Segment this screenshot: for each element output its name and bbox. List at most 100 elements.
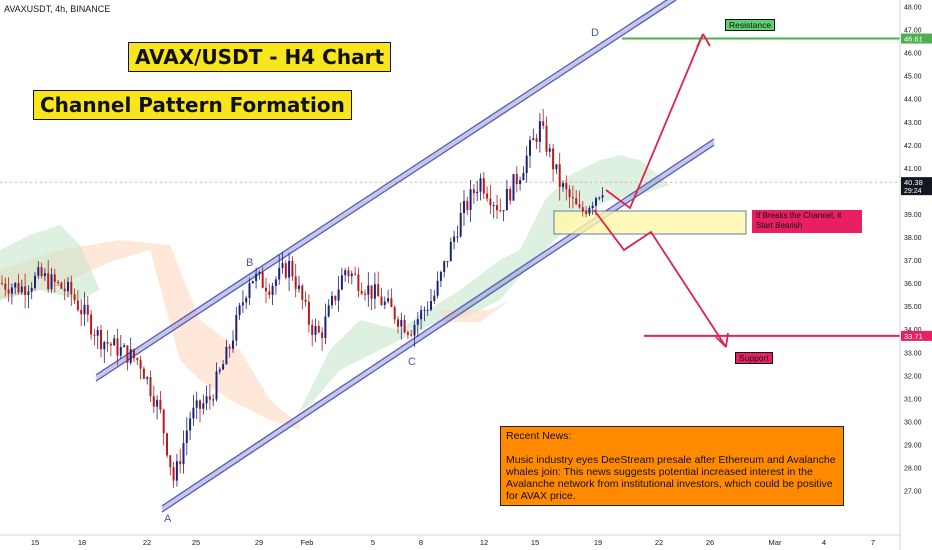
candle-body [509,188,512,201]
candle-body [202,403,205,409]
cloud-bearish [0,240,300,430]
candle-body [581,207,584,212]
candle-body [588,208,591,214]
x-tick-label: 7 [871,538,875,547]
candle-body [512,174,515,201]
candle-body [222,364,225,370]
candle-body [1,283,3,285]
candle-body [179,461,182,465]
candle-body [232,340,234,349]
candle-body [505,188,508,211]
candle-body [80,309,83,315]
y-tick-label: 47.00 [904,28,922,35]
candle-body [446,261,449,263]
candle-body [14,283,17,288]
candle-body [357,274,360,291]
candle-body [199,400,201,409]
candle-body [406,332,409,335]
y-tick-label: 29.00 [904,442,922,449]
candle-body [106,342,109,344]
x-tick-label: 26 [706,538,714,547]
candle-body [142,368,145,379]
news-heading: Recent News: [506,430,572,442]
candle-body [423,310,426,312]
candle-body [192,407,195,419]
candle-body [433,295,436,301]
candle-body [410,334,413,336]
resistance-label: Resistance [725,19,776,31]
candle-body [317,325,320,333]
candle-body [7,289,10,294]
y-tick-label: 41.00 [904,166,922,173]
candle-body [57,282,60,284]
point-d-label: D [591,27,599,39]
candle-body [159,399,162,410]
candle-body [215,371,218,400]
y-tick-label: 27.00 [904,489,922,496]
candle-body [212,399,215,401]
candle-body [585,211,588,214]
candle-body [532,138,535,141]
candle-body [439,271,442,281]
candle-body [390,298,393,308]
price-tag-label: 46.61 [904,35,923,44]
y-tick-label: 36.00 [904,281,922,288]
candle-body [96,329,99,336]
candle-body [420,310,423,320]
price-tag [901,177,932,196]
x-tick-label: 29 [255,538,263,547]
candle-body [149,377,152,397]
candle-body [492,205,495,207]
chart-subtitle: Channel Pattern Formation [33,90,352,120]
y-tick-label: 44.00 [904,97,922,104]
candle-body [324,316,327,338]
candle-body [373,284,376,299]
x-tick-label: 25 [192,538,200,547]
candle-body [291,260,294,277]
candle-body [20,286,23,293]
candle-body [30,287,33,292]
candle-body [578,204,581,208]
candle-body [307,301,310,325]
candle-body [393,307,396,320]
candle-body [136,358,139,361]
candle-body [354,273,357,275]
candle-body [548,148,551,152]
candle-body [67,281,69,292]
candles [1,108,604,489]
channel-lower-band [161,140,715,511]
candle-body [367,285,370,295]
y-tick-label: 33.00 [904,350,922,357]
candle-body [10,287,13,294]
candle-body [129,349,132,363]
candle-body [383,301,386,305]
support-label: Support [735,352,773,364]
candle-body [43,273,46,277]
candle-body [152,396,155,407]
candle-body [400,319,403,327]
candle-body [542,121,545,126]
cloud-bullish [300,155,670,410]
candle-body [545,125,548,152]
candle-body [278,267,281,280]
y-tick-label: 32.00 [904,373,922,380]
candle-body [522,173,525,181]
candle-body [4,283,7,290]
candle-body [502,210,505,212]
candle-body [119,347,122,356]
candle-body [47,273,50,290]
candle-body [86,304,89,315]
y-tick-label: 28.00 [904,466,922,473]
candle-body [515,174,518,185]
candle-body [93,334,96,336]
candle-body [344,270,347,276]
candle-body [261,272,264,288]
y-tick-label: 37.00 [904,258,922,265]
candle-body [238,305,241,316]
candle-body [288,260,291,278]
candle-body [284,263,287,278]
candle-body [591,205,594,209]
x-tick-label: Feb [301,538,314,547]
